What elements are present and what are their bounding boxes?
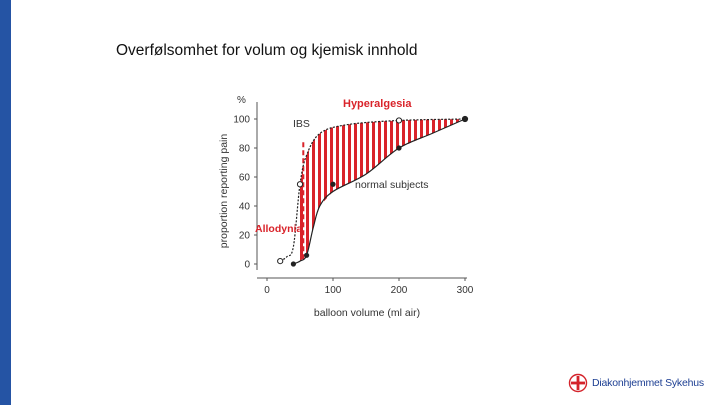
chart-series	[277, 115, 469, 267]
y-unit-label: %	[237, 95, 246, 106]
ibs-marker	[296, 181, 304, 188]
normal-subjects-marker	[462, 116, 468, 122]
x-tick-label: 300	[457, 285, 474, 296]
series-line-normal-subjects	[293, 118, 466, 265]
x-tick-label: 100	[325, 285, 342, 296]
normal-subjects-marker	[290, 261, 296, 267]
y-tick-label: 40	[239, 202, 251, 213]
normal-subjects-marker	[330, 181, 336, 187]
ibs-marker	[395, 117, 403, 124]
hospital-logo: Diakonhjemmet Sykehus	[568, 373, 704, 393]
y-tick-label: 0	[244, 260, 250, 271]
chart-labels: % proportion reporting pain balloon volu…	[218, 95, 429, 319]
annotation-ibs: IBS	[293, 118, 310, 130]
chart-svg: 0 20 40 60 80 100 0 100 200 300 % proportion repo…	[218, 95, 474, 319]
x-tick-label: 0	[264, 285, 270, 296]
annotation-hyperalgesia: Hyperalgesia	[343, 98, 412, 110]
hyperalgesia-hatch	[300, 119, 465, 262]
y-tick-label: 100	[233, 115, 250, 126]
normal-subjects-marker	[304, 252, 310, 258]
cross-flower-icon	[568, 373, 588, 393]
annotation-allodynia: Allodynia	[255, 223, 302, 235]
x-tick-label: 200	[391, 285, 408, 296]
chart-axes: 0 20 40 60 80 100 0 100 200 300	[233, 102, 474, 296]
x-axis-label: balloon volume (ml air)	[314, 307, 420, 319]
slide-title: Overfølsomhet for volum og kjemisk innho…	[116, 42, 418, 59]
normal-subjects-marker	[396, 145, 402, 151]
annotation-normal-subjects: normal subjects	[355, 179, 429, 191]
y-tick-label: 80	[239, 144, 251, 155]
y-tick-label: 20	[239, 231, 251, 242]
slide-accent-bar	[0, 0, 11, 405]
series-line-ibs	[279, 118, 466, 262]
logo-text: Diakonhjemmet Sykehus	[592, 377, 704, 389]
pain-threshold-chart: 0 20 40 60 80 100 0 100 200 300 % proportion repo…	[210, 86, 500, 326]
hyperalgesia-fill-area	[300, 119, 465, 262]
y-axis-label: proportion reporting pain	[218, 134, 230, 249]
ibs-marker	[277, 258, 284, 265]
y-tick-label: 60	[239, 173, 251, 184]
